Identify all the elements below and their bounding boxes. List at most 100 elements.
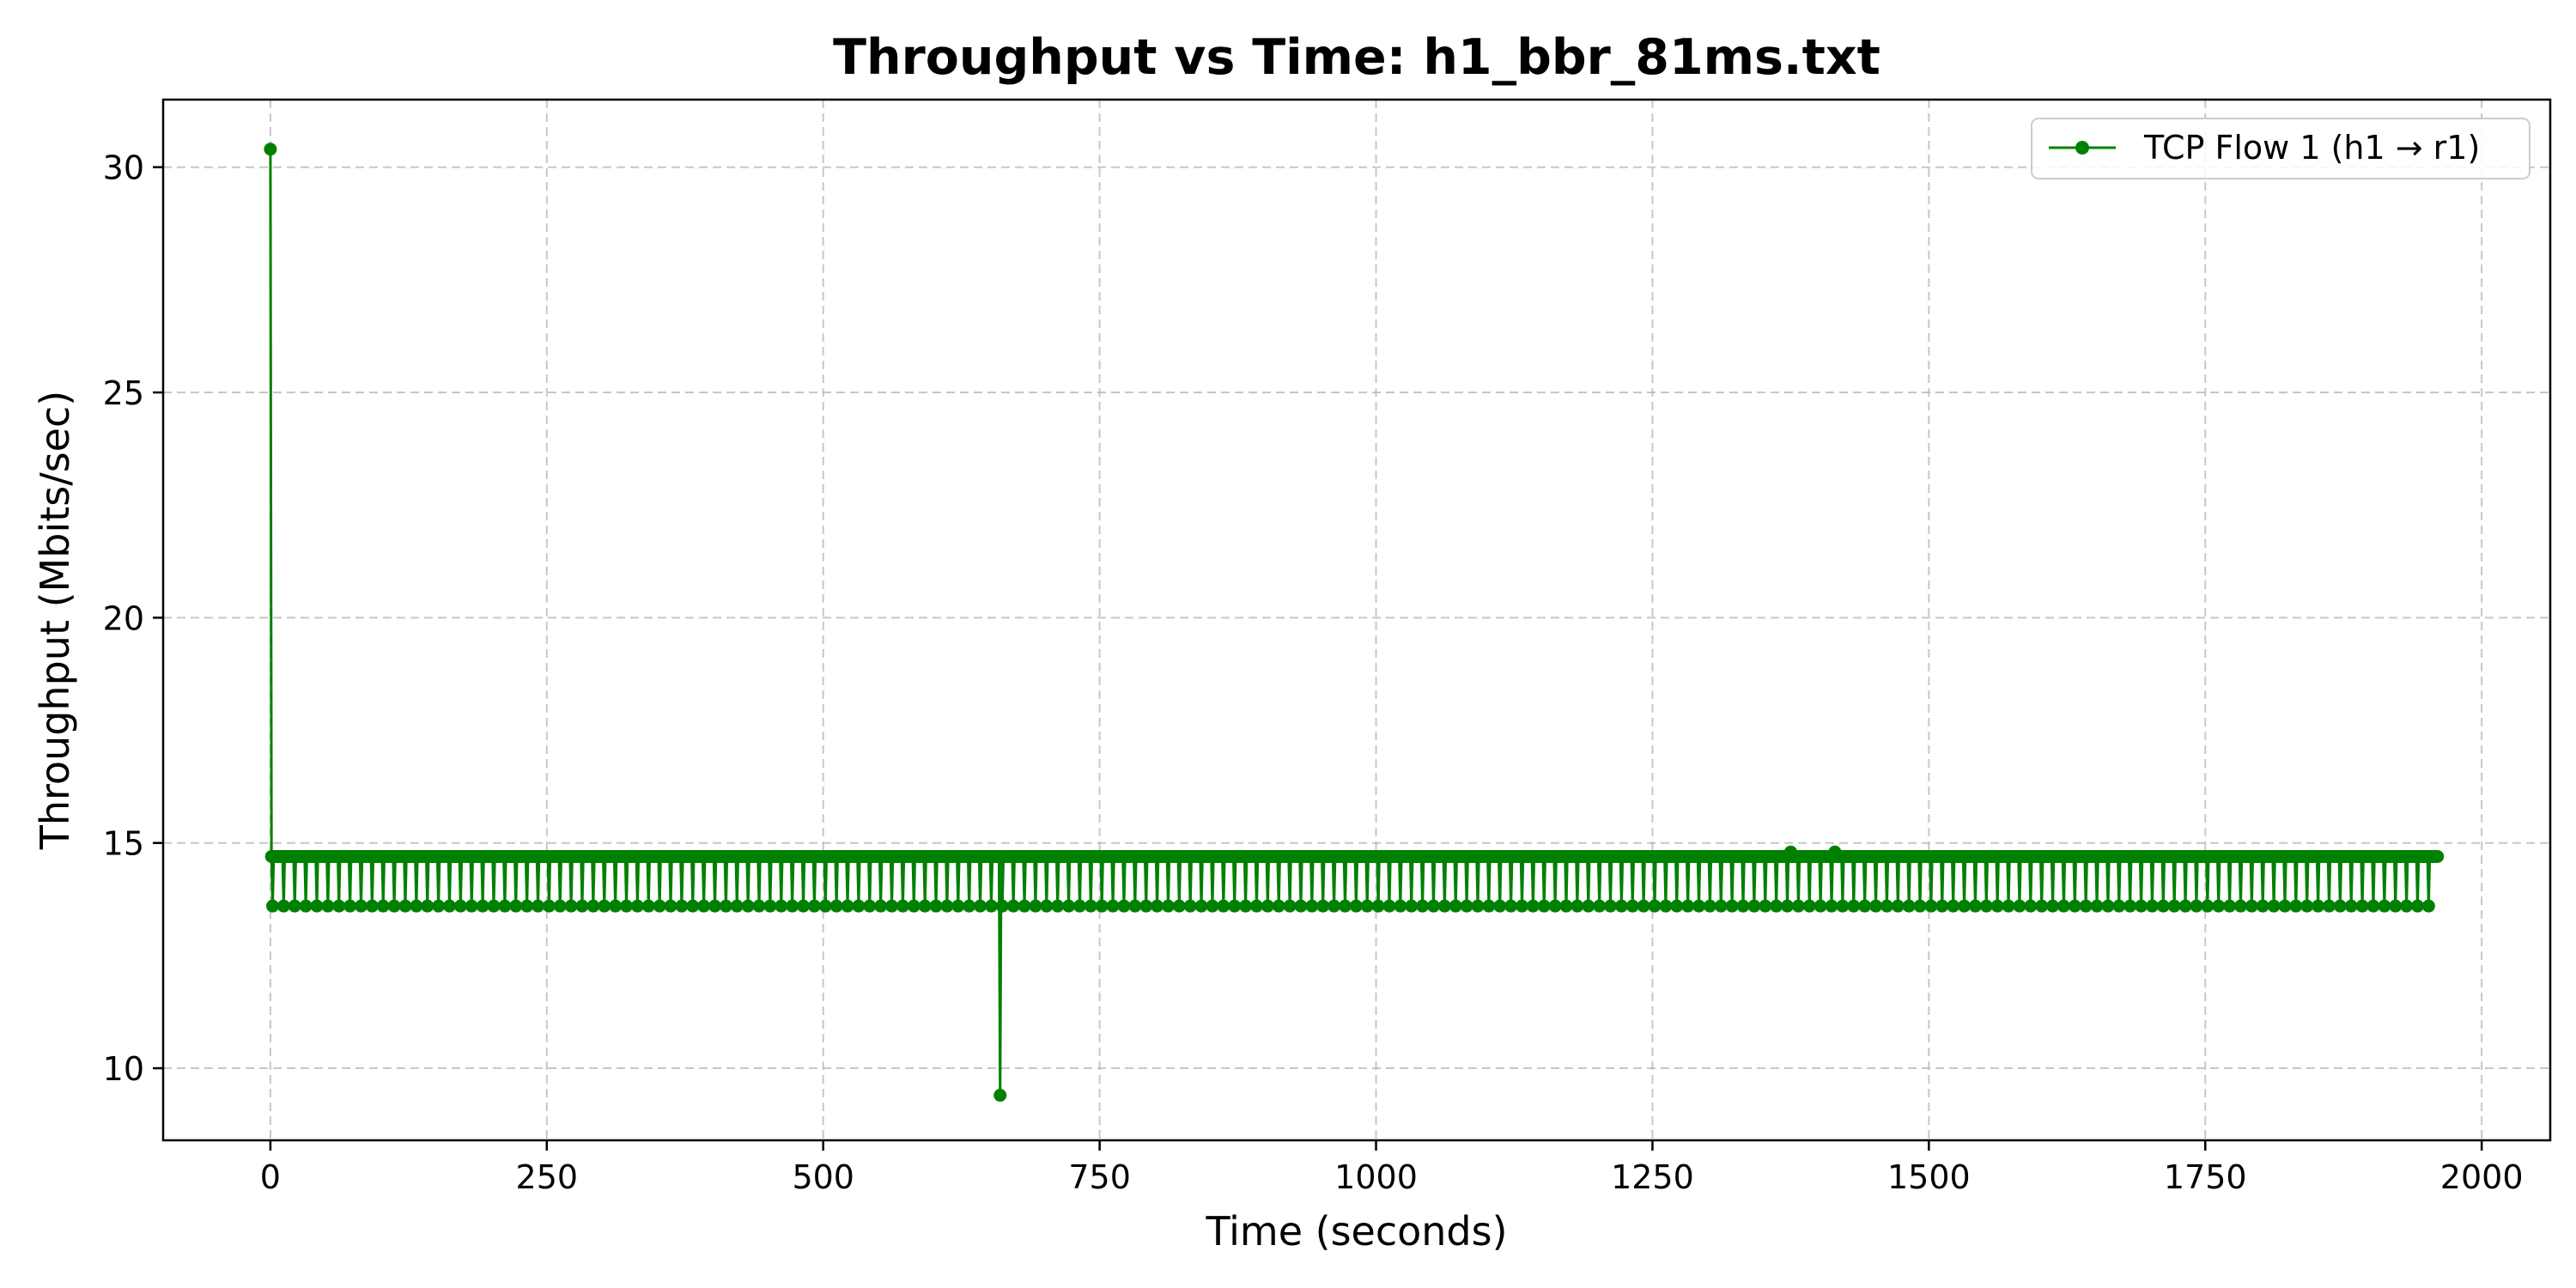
data-point [1006, 899, 1020, 913]
data-point [476, 899, 489, 913]
data-point [1040, 899, 1054, 913]
data-point [1714, 899, 1728, 913]
data-point [2090, 899, 2104, 913]
data-point [1117, 899, 1131, 913]
data-point [1747, 899, 1761, 913]
data-point [2300, 899, 2314, 913]
data-point [532, 899, 545, 913]
data-point [797, 899, 811, 913]
data-point [1847, 899, 1861, 913]
data-point [1759, 899, 1772, 913]
series-line [269, 149, 2438, 1097]
data-point [1426, 899, 1440, 913]
data-point [752, 899, 766, 913]
legend-box [2031, 118, 2530, 179]
data-point [343, 899, 357, 913]
data-point [398, 899, 412, 913]
data-point [1593, 899, 1607, 913]
data-point [1681, 899, 1695, 913]
data-point [807, 899, 821, 913]
x-axis-label: Time (seconds) [1205, 1208, 1507, 1255]
data-point [620, 899, 634, 913]
data-point [465, 899, 478, 913]
data-point [321, 899, 335, 913]
data-point [2046, 899, 2060, 913]
data-point [2312, 899, 2325, 913]
data-point [586, 899, 600, 913]
data-point [1371, 899, 1385, 913]
data-point [630, 899, 644, 913]
data-point [1305, 899, 1319, 913]
axes-frame [161, 98, 2552, 1142]
data-point [1516, 899, 1528, 913]
data-point [509, 899, 523, 913]
x-tick-label: 1250 [1611, 1158, 1694, 1196]
data-point [2068, 899, 2081, 913]
data-point [2156, 899, 2170, 913]
y-tick-label: 10 [103, 1050, 144, 1088]
data-point [1394, 899, 1407, 913]
data-point [995, 899, 1009, 913]
data-point [2123, 899, 2137, 913]
data-point [1338, 899, 1352, 913]
data-point [2024, 899, 2038, 913]
data-point [1924, 899, 1938, 913]
legend-marker-sample [2075, 141, 2089, 155]
data-point [1880, 899, 1893, 913]
data-point [410, 899, 423, 913]
data-point [1349, 899, 1363, 913]
data-point [2079, 899, 2093, 913]
data-point [1327, 899, 1341, 913]
data-point [1913, 899, 1927, 913]
data-point [1825, 899, 1838, 913]
data-point [1604, 899, 1618, 913]
data-point [1625, 899, 1639, 913]
data-point [1770, 899, 1783, 913]
data-point [852, 899, 866, 913]
data-point [332, 899, 346, 913]
data-point [2378, 899, 2391, 913]
data-point [2035, 899, 2049, 913]
data-point [2289, 899, 2303, 913]
data-point [993, 1089, 1007, 1103]
data-point [1703, 899, 1716, 913]
data-point [2145, 899, 2159, 913]
data-point [1128, 899, 1142, 913]
data-point [1648, 899, 1662, 913]
data-point [675, 899, 689, 913]
data-point [520, 899, 534, 913]
data-point [686, 899, 700, 913]
data-point [498, 899, 512, 913]
data-point [730, 899, 744, 913]
data-point [2366, 899, 2380, 913]
data-point [2322, 899, 2336, 913]
x-tick-label: 250 [516, 1158, 579, 1196]
data-point [1217, 899, 1230, 913]
data-point [1537, 899, 1551, 913]
data-point [1161, 899, 1175, 913]
data-point [896, 899, 909, 913]
data-point [2410, 899, 2424, 913]
data-point [1261, 899, 1274, 913]
data-point [664, 899, 677, 913]
data-point [2333, 899, 2347, 913]
data-point [1614, 899, 1628, 913]
data-point [299, 899, 313, 913]
data-point [2190, 899, 2203, 913]
data-point [907, 899, 920, 913]
x-tick-label: 1750 [2164, 1158, 2247, 1196]
data-point [2431, 849, 2445, 863]
data-point [2355, 899, 2369, 913]
data-point [1736, 899, 1750, 913]
y-tick-label: 15 [103, 825, 144, 863]
data-point [1183, 899, 1197, 913]
data-point [963, 899, 976, 913]
data-point [974, 899, 987, 913]
data-point [2400, 899, 2414, 913]
data-point [1382, 899, 1396, 913]
data-point [2167, 899, 2181, 913]
data-point [276, 899, 290, 913]
data-point [553, 899, 567, 913]
data-point [1471, 899, 1485, 913]
data-point [1051, 899, 1065, 913]
